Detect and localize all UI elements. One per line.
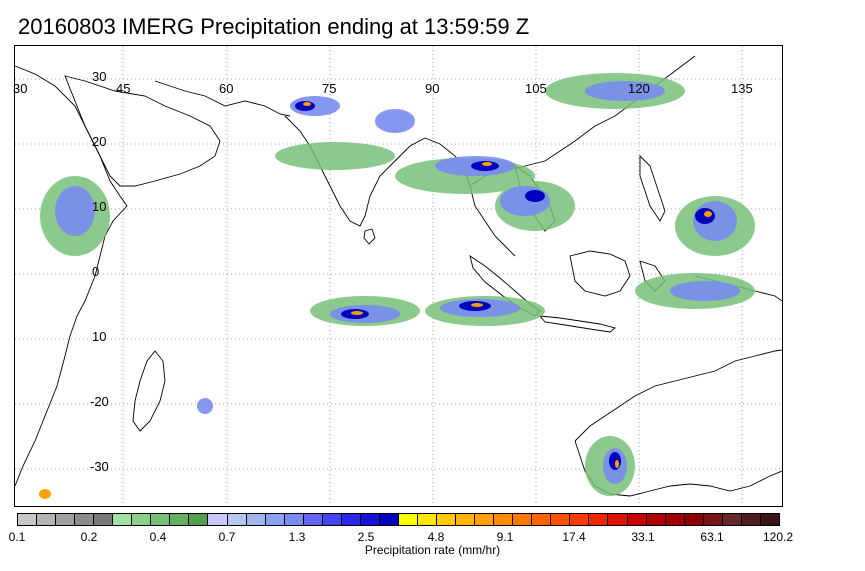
lat-label-0: 0 (92, 264, 100, 279)
map-title: 20160803 IMERG Precipitation ending at 1… (18, 14, 530, 39)
lat-label-10: 10 (92, 199, 107, 214)
colorbar-cell (741, 514, 761, 525)
colorbar-cell (37, 514, 57, 525)
colorbar (17, 513, 780, 526)
lat-label-30: 30 (92, 69, 107, 84)
colorbar-tick: 2.5 (357, 530, 375, 544)
colorbar-tick: 9.1 (496, 530, 514, 544)
colorbar-cell (75, 514, 95, 525)
colorbar-cell (513, 514, 533, 525)
lon-label-105: 105 (525, 81, 547, 96)
map-svg (15, 46, 782, 506)
graticule (15, 46, 782, 506)
colorbar-cell (284, 514, 304, 525)
colorbar-cell (570, 514, 590, 525)
lat-label-s10: 10 (92, 329, 107, 344)
colorbar-cell (722, 514, 742, 525)
colorbar-cell (627, 514, 647, 525)
colorbar-cell (360, 514, 380, 525)
colorbar-cell (113, 514, 133, 525)
colorbar-cell (18, 514, 38, 525)
colorbar-cell (170, 514, 190, 525)
colorbar-cell (532, 514, 552, 525)
colorbar-cell (246, 514, 266, 525)
colorbar-cell (189, 514, 209, 525)
colorbar-cell (608, 514, 628, 525)
colorbar-cell (303, 514, 323, 525)
colorbar-cell (475, 514, 495, 525)
colorbar-cell (227, 514, 247, 525)
colorbar-tick: 0.4 (149, 530, 167, 544)
colorbar-cell (665, 514, 685, 525)
lon-label-75: 75 (322, 81, 337, 96)
colorbar-tick: 17.4 (562, 530, 586, 544)
colorbar-cell (151, 514, 171, 525)
colorbar-tick: 0.2 (80, 530, 98, 544)
colorbar-cell (341, 514, 361, 525)
colorbar-cell (684, 514, 704, 525)
lon-label-60: 60 (219, 81, 234, 96)
colorbar-title: Precipitation rate (mm/hr) (364, 543, 501, 557)
colorbar-cell (417, 514, 438, 525)
lon-label-30: 30 (13, 81, 28, 96)
lon-label-45: 45 (116, 81, 131, 96)
colorbar-cell (760, 514, 779, 525)
colorbar-cell (646, 514, 666, 525)
colorbar-cell (398, 514, 418, 525)
lon-label-135: 135 (731, 81, 753, 96)
precipitation-map (14, 45, 783, 507)
colorbar-cell (322, 514, 342, 525)
colorbar-tick: 0.7 (218, 530, 236, 544)
colorbar-cell (208, 514, 228, 525)
colorbar-cell (589, 514, 609, 525)
lon-label-120: 120 (628, 81, 650, 96)
lat-label-s20: -20 (90, 394, 109, 409)
colorbar-tick: 1.3 (288, 530, 306, 544)
lat-label-s30: -30 (90, 459, 109, 474)
colorbar-tick: 63.1 (700, 530, 724, 544)
colorbar-cell (494, 514, 514, 525)
colorbar-cell (132, 514, 152, 525)
precipitation-field (39, 73, 755, 499)
colorbar-cell (56, 514, 76, 525)
colorbar-cell (551, 514, 571, 525)
colorbar-cell (456, 514, 476, 525)
colorbar-cell (94, 514, 114, 525)
colorbar-tick: 0.1 (8, 530, 26, 544)
colorbar-cell (379, 514, 399, 525)
lon-label-90: 90 (425, 81, 440, 96)
colorbar-cell (703, 514, 723, 525)
colorbar-tick: 33.1 (631, 530, 655, 544)
colorbar-tick: 120.2 (762, 530, 794, 544)
lat-label-20: 20 (92, 134, 107, 149)
colorbar-cell (437, 514, 457, 525)
colorbar-cell (265, 514, 285, 525)
colorbar-tick: 4.8 (427, 530, 445, 544)
